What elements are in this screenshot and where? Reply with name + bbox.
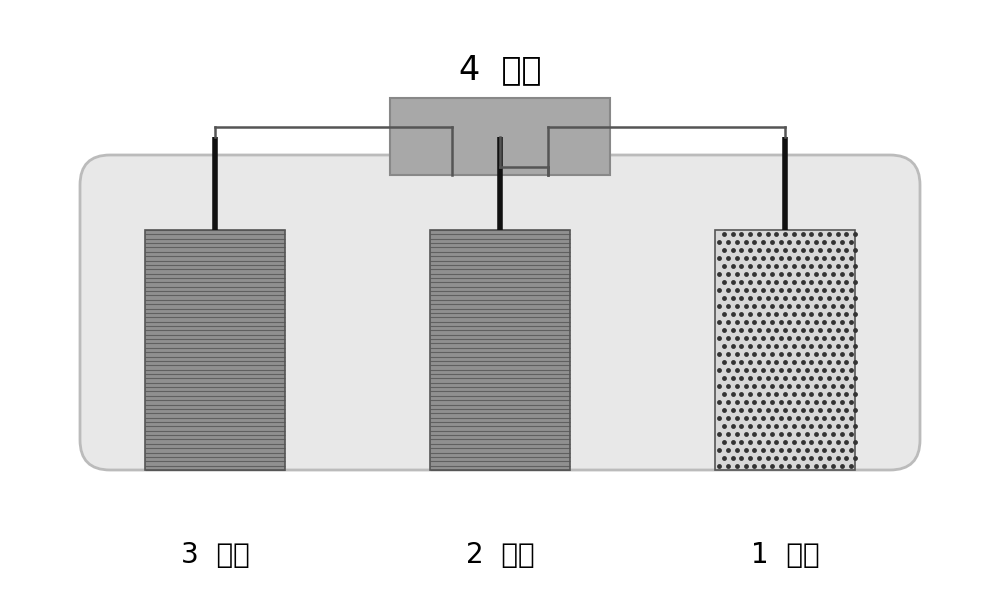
Bar bbox=[430, 230, 570, 470]
Bar bbox=[715, 230, 855, 470]
Text: 3  阳极: 3 阳极 bbox=[181, 541, 249, 569]
Bar bbox=[145, 230, 285, 470]
Bar bbox=[390, 98, 610, 175]
Bar bbox=[430, 230, 570, 470]
FancyBboxPatch shape bbox=[80, 155, 920, 470]
Text: 负极: 负极 bbox=[533, 124, 563, 148]
Text: 1  阴极: 1 阴极 bbox=[751, 541, 819, 569]
Text: 4  电源: 4 电源 bbox=[459, 53, 541, 86]
Bar bbox=[145, 230, 285, 470]
Text: 正极: 正极 bbox=[437, 124, 467, 148]
Text: 2  阳极: 2 阳极 bbox=[466, 541, 534, 569]
